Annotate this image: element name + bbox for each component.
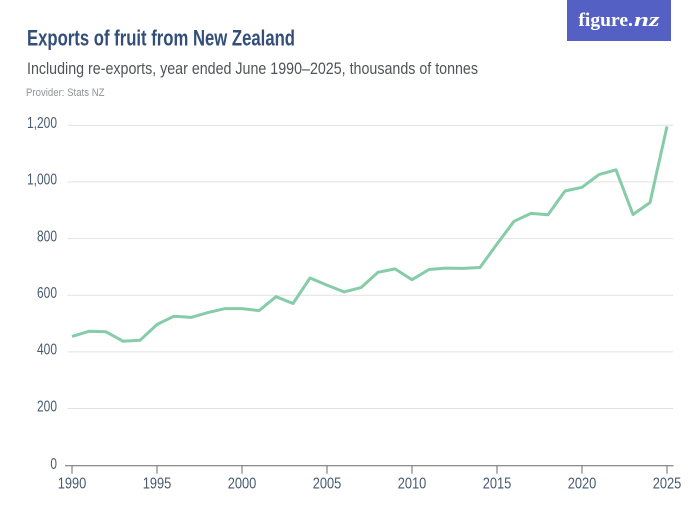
svg-text:1995: 1995 bbox=[143, 476, 172, 493]
svg-text:2020: 2020 bbox=[568, 476, 597, 493]
svg-text:1,000: 1,000 bbox=[27, 172, 57, 189]
svg-text:2005: 2005 bbox=[313, 476, 342, 493]
svg-text:Including re-exports, year end: Including re-exports, year ended June 19… bbox=[27, 59, 478, 78]
svg-text:nz: nz bbox=[634, 10, 660, 31]
svg-text:200: 200 bbox=[37, 398, 57, 415]
svg-text:1990: 1990 bbox=[58, 476, 87, 493]
svg-text:Provider: Stats NZ: Provider: Stats NZ bbox=[26, 87, 105, 99]
svg-text:0: 0 bbox=[50, 456, 57, 473]
svg-text:400: 400 bbox=[37, 342, 57, 359]
svg-text:Exports of fruit from New Zeal: Exports of fruit from New Zealand bbox=[27, 25, 295, 50]
svg-text:600: 600 bbox=[37, 285, 57, 302]
svg-text:figure.: figure. bbox=[578, 10, 633, 31]
svg-text:2000: 2000 bbox=[228, 476, 257, 493]
svg-text:1,200: 1,200 bbox=[27, 115, 57, 132]
svg-text:2010: 2010 bbox=[398, 476, 427, 493]
svg-text:800: 800 bbox=[37, 228, 57, 245]
svg-text:2025: 2025 bbox=[653, 476, 682, 493]
svg-text:2015: 2015 bbox=[483, 476, 512, 493]
